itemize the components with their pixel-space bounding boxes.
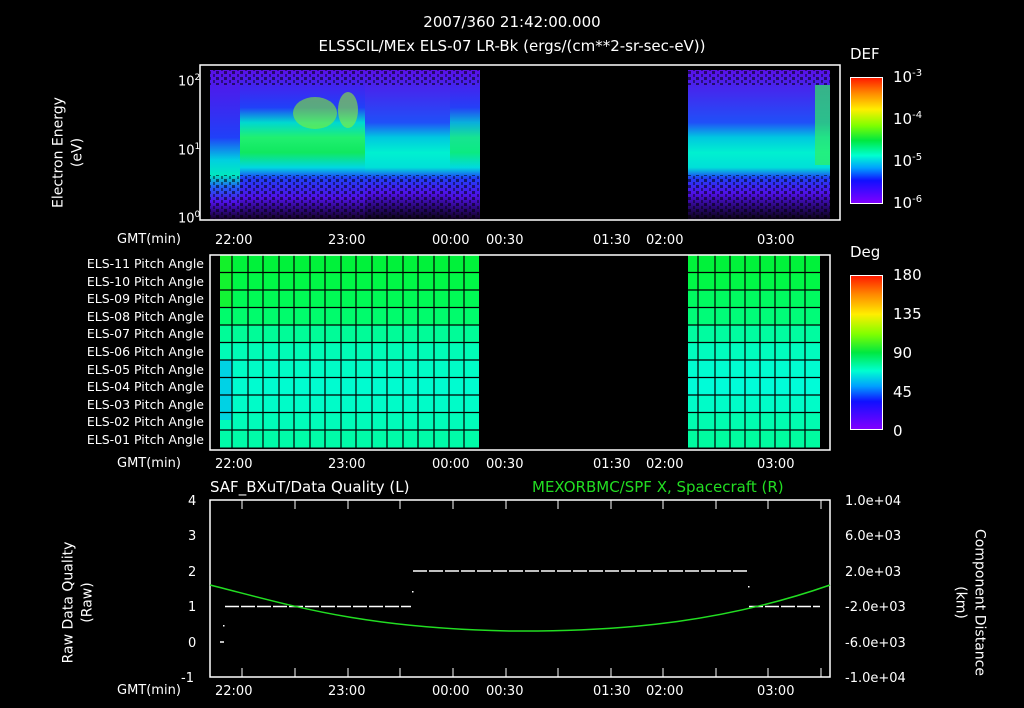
ytick-1: 100 [178, 210, 201, 227]
row-label: ELS-01 Pitch Angle [86, 432, 204, 447]
ytick-left: 2 [188, 565, 197, 580]
pitch-angle-plot[interactable] [209, 254, 831, 451]
row-label: ELS-06 Pitch Angle [86, 344, 204, 359]
ytick-right: -2.0e+03 [845, 600, 906, 615]
row-label: ELS-07 Pitch Angle [86, 326, 204, 342]
row-label: ELS-04 Pitch Angle [86, 379, 204, 395]
ytick-right: -1.0e+04 [845, 671, 906, 686]
row-label: ELS-10 Pitch Angle [86, 273, 204, 289]
def-colorbar [850, 77, 883, 204]
deg-colorbar [850, 275, 883, 430]
ytick-left: 3 [188, 529, 197, 544]
row-label: ELS-09 Pitch Angle [86, 291, 204, 307]
ylabel-line1: Component Distance [971, 529, 988, 676]
deg-label-0: 0 [893, 422, 903, 440]
xaxis-label-2: GMT(min) [117, 456, 181, 471]
ytick-10: 101 [178, 142, 201, 159]
deg-colorbar-title: Deg [850, 243, 881, 261]
def-label-1e-6: 10-6 [893, 194, 923, 212]
spectrogram-ylabel: Electron Energy (eV) [51, 73, 86, 233]
plot-subtitle: ELSSCIL/MEx ELS-07 LR-Bk (ergs/(cm**2-sr… [318, 37, 706, 55]
ytick-right: -6.0e+03 [845, 636, 906, 651]
def-label-1e-3: 10-3 [893, 68, 923, 86]
ytick-left: -1 [181, 671, 194, 686]
xaxis-label-3: GMT(min) [117, 683, 181, 698]
ytick-right: 1.0e+04 [845, 494, 902, 509]
quality-right-ylabel: Component Distance (km) [953, 513, 988, 693]
def-label-1e-4: 10-4 [893, 110, 923, 128]
ylabel-line1: Electron Energy [50, 97, 67, 208]
xaxis-label-1: GMT(min) [117, 232, 181, 247]
row-label: ELS-11 Pitch Angle [86, 256, 204, 271]
row-label: ELS-03 Pitch Angle [86, 396, 204, 412]
spacecraft-x-series [209, 584, 831, 632]
quality-left-ylabel: Raw Data Quality (Raw) [61, 523, 96, 683]
ylabel-line2: (Raw) [79, 582, 96, 623]
row-label: ELS-08 Pitch Angle [86, 308, 204, 324]
deg-label-135: 135 [893, 305, 922, 323]
spectrogram-plot[interactable] [199, 64, 841, 225]
plot-timestamp: 2007/360 21:42:00.000 [423, 13, 601, 31]
ytick-right: 6.0e+03 [845, 529, 902, 544]
def-label-1e-5: 10-5 [893, 152, 923, 170]
ylabel-line2: (eV) [69, 137, 86, 168]
quality-left-title: SAF_BXuT/Data Quality (L) [210, 478, 410, 496]
ylabel-line2: (km) [952, 586, 969, 619]
ytick-left: 0 [188, 636, 197, 651]
row-label: ELS-02 Pitch Angle [86, 414, 204, 430]
deg-label-180: 180 [893, 266, 922, 284]
deg-label-90: 90 [893, 344, 913, 362]
ylabel-line1: Raw Data Quality [60, 541, 77, 664]
ytick-left: 4 [188, 494, 197, 509]
quality-right-title: MEXORBMC/SPF X, Spacecraft (R) [532, 478, 784, 496]
data-quality-series [225, 570, 820, 608]
ytick-right: 2.0e+03 [845, 565, 902, 580]
def-colorbar-title: DEF [850, 45, 880, 63]
deg-label-45: 45 [893, 383, 913, 401]
ytick-100: 102 [178, 73, 201, 90]
row-label: ELS-05 Pitch Angle [86, 361, 204, 377]
quality-plot[interactable] [209, 499, 831, 678]
ytick-left: 1 [188, 600, 197, 615]
